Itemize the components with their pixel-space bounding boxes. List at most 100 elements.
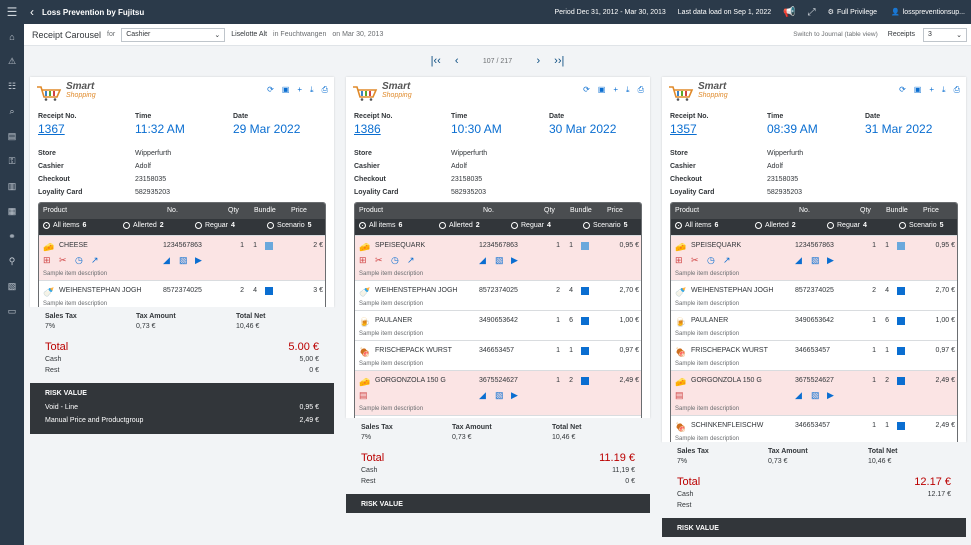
download-icon[interactable]: ⤓ — [310, 85, 314, 94]
switch-journal-link[interactable]: Switch to Journal (table view) — [793, 31, 878, 38]
filter-regular[interactable]: Reguar 4 — [195, 222, 235, 229]
camera-icon[interactable]: ▣ — [913, 85, 922, 94]
table-row[interactable]: 🍼 WEIHENSTEPHAN JOGH 8572374025 2 4 3 € Sample… — [39, 280, 325, 310]
network-alert-icon[interactable]: ⊞ — [359, 255, 367, 265]
table-row[interactable]: 🍖 FRISCHEPACK WURST 346653457 1 1 0,97 € Sampl… — [355, 340, 641, 370]
report-icon[interactable]: ▤ — [7, 131, 17, 141]
trend-icon[interactable]: ↗ — [723, 255, 731, 265]
scissors-icon[interactable]: ✂ — [375, 255, 383, 265]
receipt-no-value[interactable]: 1367 — [38, 122, 65, 136]
xxx-icon[interactable]: ▧ — [179, 255, 188, 265]
add-icon[interactable]: + — [613, 85, 619, 94]
table-row[interactable]: 🍺 PAULANER 3490653642 1 6 1,00 € Sample item d… — [671, 310, 957, 340]
back-arrow-icon[interactable]: ‹ — [30, 5, 34, 19]
analytics-icon[interactable]: ⚲ — [8, 256, 16, 266]
filter-scenario[interactable]: Scenario 5 — [899, 222, 944, 229]
table-row[interactable]: 🍖 FRISCHEPACK WURST 346653457 1 1 0,97 € Sampl… — [671, 340, 957, 370]
radio-button[interactable] — [675, 222, 682, 229]
table-row[interactable]: 🧀 SPEISEQUARK 1234567863 1 1 0,95 € ⊞ ✂ ◷ ↗ ◢ ▧ ▶ Sam… — [671, 235, 957, 280]
hamburger-menu-icon[interactable]: ☰ — [6, 5, 18, 19]
filter-scenario[interactable]: Scenario 5 — [583, 222, 628, 229]
filter-alerted[interactable]: Allerted 2 — [755, 222, 796, 229]
receipt-icon[interactable]: ▥ — [7, 181, 17, 191]
megaphone-icon[interactable]: 📢 — [783, 6, 796, 18]
filter-alerted[interactable]: Allerted 2 — [439, 222, 480, 229]
network-icon[interactable]: ⚭ — [8, 231, 16, 241]
receipts-count-select[interactable]: 3 ⌄ — [923, 27, 967, 42]
radio-button[interactable] — [439, 222, 446, 229]
role-select[interactable]: Cashier ⌄ — [121, 27, 226, 42]
refresh-icon[interactable]: ⟳ — [267, 85, 274, 94]
trend-icon[interactable]: ↗ — [91, 255, 99, 265]
triangle-icon[interactable]: ◢ — [795, 255, 802, 265]
xxx-icon[interactable]: ▧ — [495, 390, 504, 400]
receipt-no-value[interactable]: 1357 — [670, 122, 697, 136]
key-icon[interactable]: ⚿ — [8, 156, 16, 166]
user-menu[interactable]: 👤 losspreventionsup... — [891, 8, 965, 17]
radio-button[interactable] — [827, 222, 834, 229]
search-document-icon[interactable]: ⌕ — [9, 106, 15, 116]
refresh-icon[interactable]: ⟳ — [899, 85, 906, 94]
clock-icon[interactable]: ◷ — [75, 255, 83, 265]
radio-button[interactable] — [511, 222, 518, 229]
xxx-icon[interactable]: ▧ — [495, 255, 504, 265]
warning-icon[interactable]: ⚠ — [7, 56, 17, 66]
filter-alerted[interactable]: Allerted 2 — [123, 222, 164, 229]
receipt-alert-icon[interactable]: ▤ — [359, 390, 368, 400]
video-icon[interactable]: ▶ — [827, 390, 834, 400]
print-icon[interactable]: ⎙ — [953, 85, 960, 94]
camera-icon[interactable]: ▣ — [281, 85, 290, 94]
scissors-icon[interactable]: ✂ — [691, 255, 699, 265]
triangle-icon[interactable]: ◢ — [163, 255, 170, 265]
table-row[interactable]: 🍼 WEIHENSTEPHAN JOGH 8572374025 2 4 2,70 € Sam… — [671, 280, 957, 310]
radio-button[interactable] — [123, 222, 130, 229]
fullscreen-icon[interactable]: ⤢ — [807, 6, 816, 18]
monitor-icon[interactable]: ▭ — [7, 306, 17, 316]
scissors-icon[interactable]: ✂ — [59, 255, 67, 265]
chart-icon[interactable]: ▦ — [7, 206, 17, 216]
triangle-icon[interactable]: ◢ — [795, 390, 802, 400]
privilege-menu[interactable]: ⚙ Full Privilege — [828, 8, 877, 17]
receipt-alert-icon[interactable]: ▤ — [675, 390, 684, 400]
network-alert-icon[interactable]: ⊞ — [675, 255, 683, 265]
print-icon[interactable]: ⎙ — [637, 85, 644, 94]
radio-button[interactable] — [583, 222, 590, 229]
table-row[interactable]: 🍖 SCHINKENFLEISCHW 346653457 1 1 2,49 € Sample… — [671, 415, 957, 445]
document-icon[interactable]: ▧ — [7, 281, 17, 291]
xxx-icon[interactable]: ▧ — [811, 390, 820, 400]
xxx-icon[interactable]: ▧ — [811, 255, 820, 265]
triangle-icon[interactable]: ◢ — [479, 390, 486, 400]
radio-button[interactable] — [267, 222, 274, 229]
add-icon[interactable]: + — [929, 85, 935, 94]
table-row[interactable]: 🍺 PAULANER 3490653642 1 6 1,00 € Sample item d… — [355, 310, 641, 340]
radio-button[interactable] — [43, 222, 50, 229]
triangle-icon[interactable]: ◢ — [479, 255, 486, 265]
clock-icon[interactable]: ◷ — [391, 255, 399, 265]
next-page-icon[interactable]: › — [536, 55, 541, 67]
camera-icon[interactable]: ▣ — [597, 85, 606, 94]
table-row[interactable]: 🧀 GORGONZOLA 150 G 3675524627 1 2 2,49 € ▤ ◢ ▧ ▶ S… — [671, 370, 957, 415]
checklist-icon[interactable]: ☷ — [7, 81, 17, 91]
download-icon[interactable]: ⤓ — [626, 85, 630, 94]
previous-page-icon[interactable]: ‹ — [454, 55, 459, 67]
radio-button[interactable] — [899, 222, 906, 229]
table-row[interactable]: 🧀 CHEESE 1234567863 1 1 2 € ⊞ ✂ ◷ ↗ ◢ ▧ ▶ Sample item… — [39, 235, 325, 280]
filter-regular[interactable]: Reguar 4 — [511, 222, 551, 229]
filter-all[interactable]: All items 6 — [43, 222, 86, 229]
receipt-no-value[interactable]: 1386 — [354, 122, 381, 136]
download-icon[interactable]: ⤓ — [942, 85, 946, 94]
filter-scenario[interactable]: Scenario 5 — [267, 222, 312, 229]
print-icon[interactable]: ⎙ — [321, 85, 328, 94]
last-page-icon[interactable]: ››| — [554, 55, 565, 67]
table-row[interactable]: 🧀 GORGONZOLA 150 G 3675524627 1 2 2,49 € ▤ ◢ ▧ ▶ S… — [355, 370, 641, 415]
home-icon[interactable]: ⌂ — [9, 31, 15, 42]
add-icon[interactable]: + — [297, 85, 303, 94]
first-page-icon[interactable]: |‹‹ — [430, 55, 441, 67]
table-row[interactable]: 🧀 SPEISEQUARK 1234567863 1 1 0,95 € ⊞ ✂ ◷ ↗ ◢ ▧ ▶ Sam… — [355, 235, 641, 280]
trend-icon[interactable]: ↗ — [407, 255, 415, 265]
video-icon[interactable]: ▶ — [511, 390, 518, 400]
filter-all[interactable]: All items 6 — [675, 222, 718, 229]
radio-button[interactable] — [359, 222, 366, 229]
filter-regular[interactable]: Reguar 4 — [827, 222, 867, 229]
video-icon[interactable]: ▶ — [511, 255, 518, 265]
